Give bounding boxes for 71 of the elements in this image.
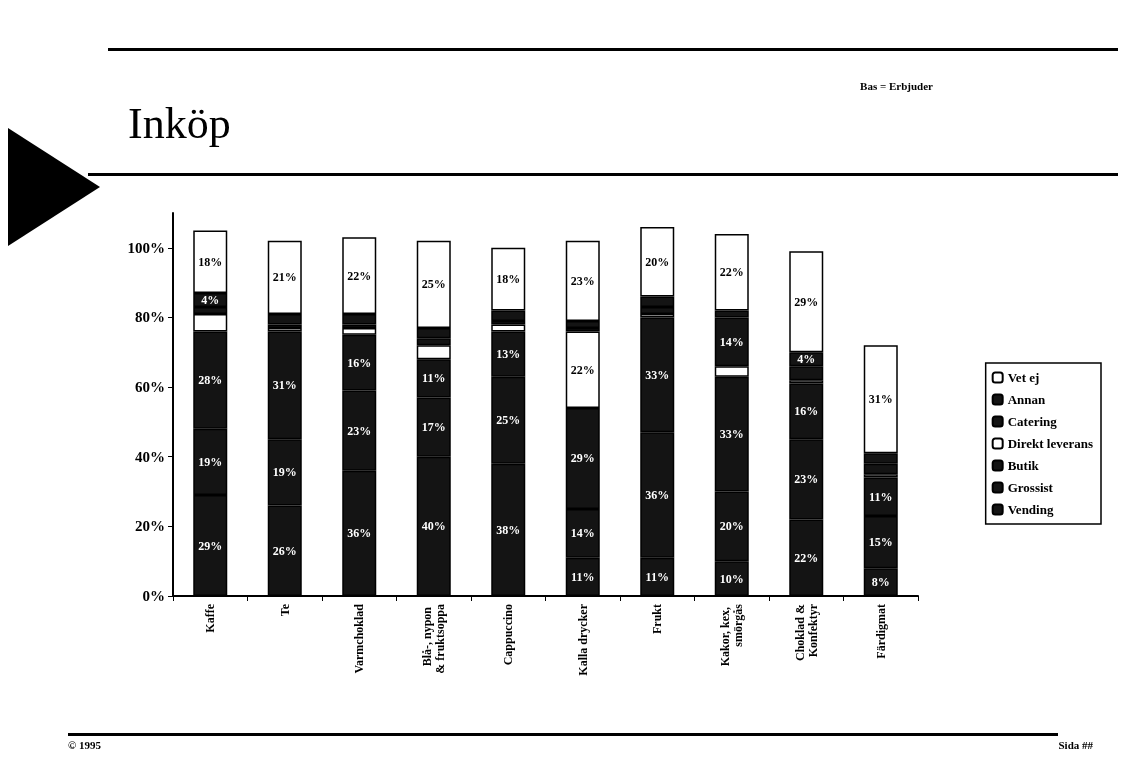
data-label: 29% — [570, 451, 595, 466]
data-label: 11% — [422, 371, 446, 386]
data-label: 40% — [421, 519, 446, 534]
x-tick-label: Varmchoklad — [352, 603, 367, 674]
chart-title: Inköp — [128, 98, 231, 148]
data-label: 16% — [794, 404, 819, 419]
x-tick-label: Blå-, nypon & fruktsoppa — [420, 604, 448, 674]
data-label: 11% — [869, 489, 893, 504]
y-tick-label: 0% — [142, 588, 165, 604]
x-tick-label: Cappuccino — [501, 604, 516, 666]
data-label: 15% — [868, 535, 893, 550]
data-label: 8% — [871, 575, 890, 590]
data-label: 36% — [347, 526, 372, 541]
data-label: 26% — [272, 543, 297, 558]
y-tick-label: 20% — [135, 518, 165, 535]
legend-label: Annan — [1007, 392, 1047, 407]
data-label: 19% — [272, 465, 297, 480]
data-label: 11% — [571, 569, 595, 584]
y-tick-label: 100% — [127, 239, 165, 256]
data-label: 23% — [570, 273, 595, 288]
data-label: 20% — [645, 254, 670, 269]
legend-label: Grossist — [1007, 480, 1054, 495]
data-label: 22% — [347, 268, 372, 283]
text: © 1995 — [68, 738, 102, 751]
y-tick-label: 80% — [135, 309, 165, 326]
data-label: 33% — [645, 367, 670, 382]
text: Bas = Erbjuder — [860, 79, 934, 92]
data-label: 22% — [719, 265, 744, 280]
legend-label: Vending — [1007, 502, 1054, 517]
data-label: 25% — [421, 277, 446, 292]
data-label: 14% — [570, 526, 595, 541]
data-label: 11% — [645, 569, 669, 584]
legend-label: Catering — [1007, 414, 1058, 429]
x-tick-label: Frukt — [650, 604, 665, 634]
data-label: 29% — [794, 294, 819, 309]
x-tick-label: Choklad &Konfektyr — [792, 603, 820, 662]
x-tick-label: Te — [277, 603, 292, 617]
x-tick-label: Kakor, kex, smörgås — [718, 603, 746, 667]
x-tick-label: Kaffe — [203, 603, 218, 633]
data-label: 25% — [496, 413, 521, 428]
data-label: 31% — [272, 378, 297, 393]
data-label: 31% — [868, 392, 893, 407]
y-tick-label: 40% — [135, 448, 165, 465]
data-label: 22% — [794, 550, 819, 565]
data-label: 22% — [570, 362, 595, 377]
data-label: 23% — [347, 423, 372, 438]
data-label: 28% — [198, 373, 223, 388]
data-label: 4% — [201, 293, 220, 308]
data-label: 19% — [198, 454, 223, 469]
data-label: 10% — [719, 571, 744, 586]
data-label: 16% — [347, 355, 372, 370]
legend-label: Direkt leverans — [1007, 436, 1093, 451]
x-tick-label: Färdigmat — [873, 604, 888, 659]
legend-label: Butik — [1007, 458, 1040, 473]
legend-label: Vet ej — [1007, 370, 1040, 385]
data-label: 36% — [645, 488, 670, 503]
data-label: 13% — [496, 347, 521, 362]
data-label: 29% — [198, 538, 223, 553]
x-tick-label: Kalla drycker — [575, 603, 590, 676]
data-label: 21% — [272, 270, 297, 285]
data-label: 14% — [719, 334, 744, 349]
data-label: 20% — [719, 519, 744, 534]
data-label: 17% — [421, 420, 446, 435]
text: Sida ## — [1058, 738, 1094, 751]
data-label: 4% — [797, 352, 816, 367]
data-label: 18% — [496, 272, 521, 287]
y-tick-label: 60% — [135, 379, 165, 396]
data-label: 18% — [198, 254, 223, 269]
data-label: 38% — [496, 522, 521, 537]
data-label: 33% — [719, 427, 744, 442]
data-label: 23% — [794, 472, 819, 487]
